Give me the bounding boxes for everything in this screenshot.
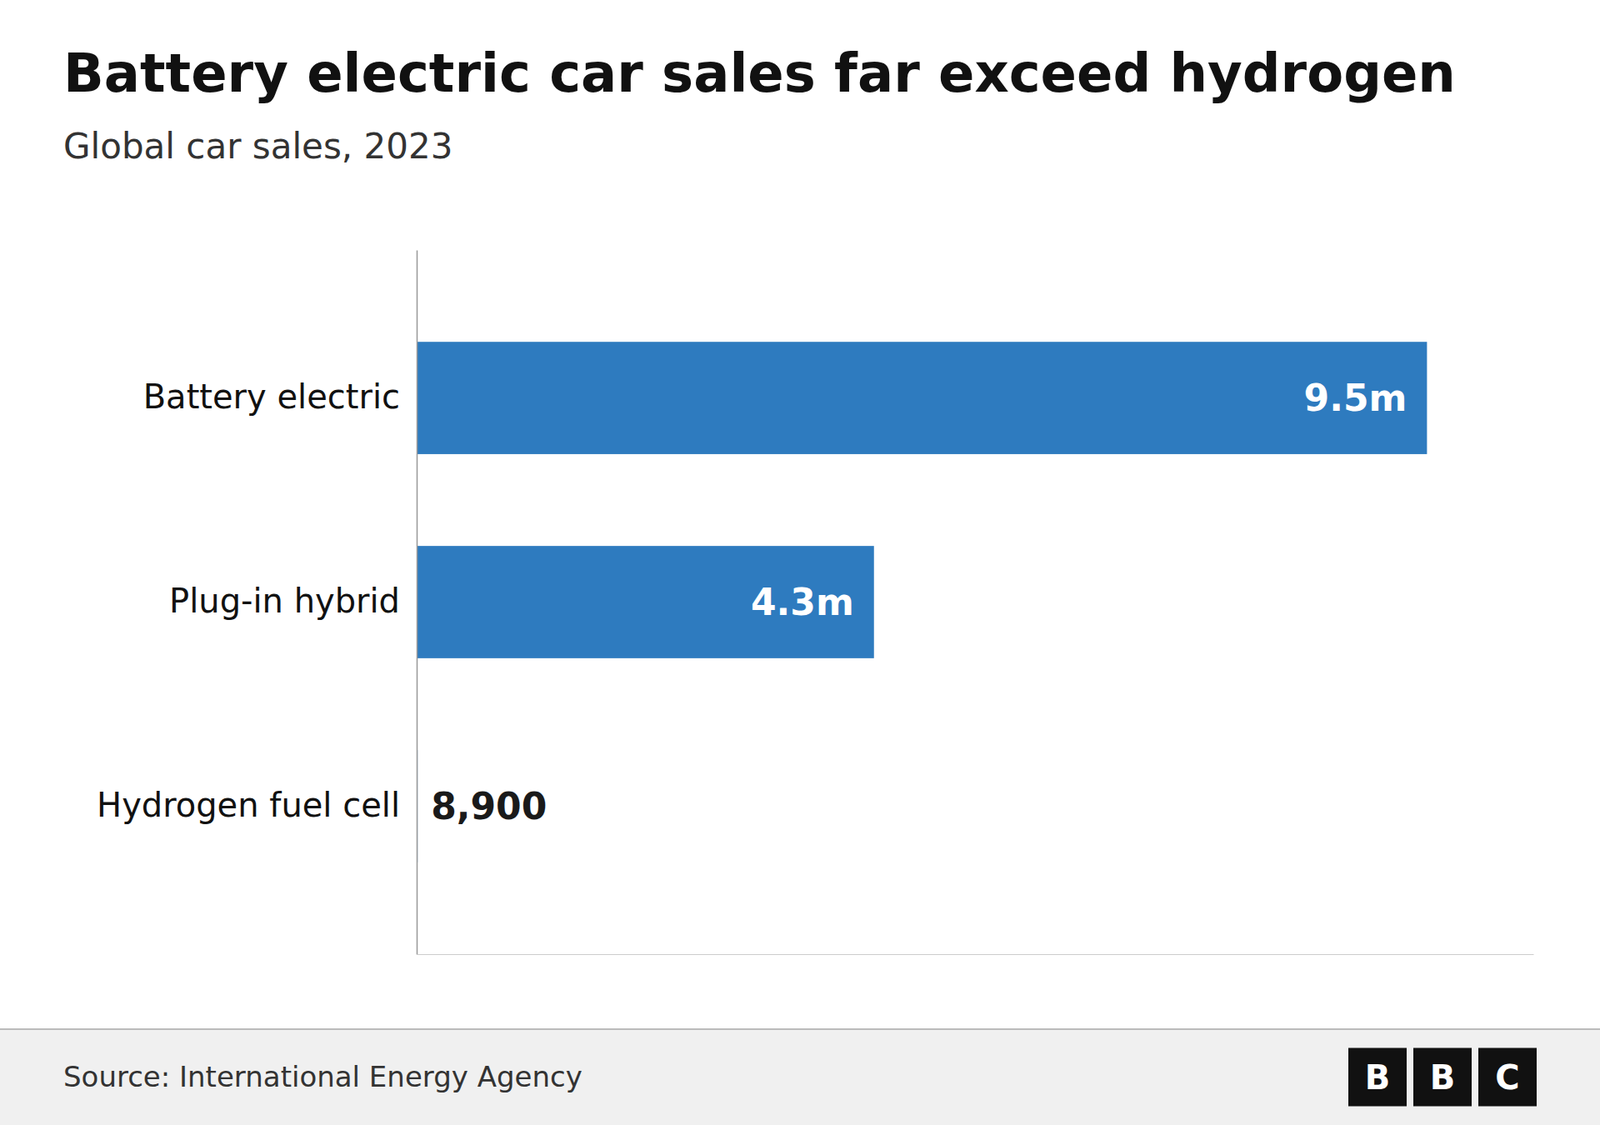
y-tick-label: Plug-in hybrid [169,581,400,620]
logo-box [1413,1048,1472,1107]
data-labels: 9.5m 4.3m 8,900 [430,376,1407,828]
logo-letter: B [1430,1058,1456,1097]
footer-line [0,1028,1600,1030]
x-axis [417,954,1535,955]
logo-box [1478,1048,1537,1107]
title: Battery electric car sales far exceed hy… [63,42,1456,105]
data-label: 4.3m [750,580,855,624]
y-tick: Hydrogen fuel cell [96,785,400,825]
logo-letter: B [1365,1058,1391,1097]
y-tick-label: Hydrogen fuel cell [96,785,400,825]
logo-box [1348,1048,1407,1107]
bars [416,341,1427,863]
data-label: 9.5m [1304,376,1408,420]
footer: Source: International Energy AgencyBBC [0,1029,1600,1125]
logo-letter: C [1495,1058,1520,1097]
y-tick: Plug-in hybrid [169,581,400,620]
plot: Battery electric Plug-in hybrid Hydrogen f… [96,250,1534,955]
logo: BBC [1348,1048,1537,1107]
chart: Battery electric car sales far exceed hy… [0,0,1600,1125]
source: Source: International Energy Agency [63,1060,583,1094]
footer-band [0,1029,1600,1125]
subtitle: Global car sales, 2023 [63,125,453,167]
y-tick-label: Battery electric [143,377,400,416]
x-axis-line [417,954,1535,955]
y-axis: Battery electric Plug-in hybrid Hydrogen f… [96,250,417,955]
data-label: 8,900 [430,785,547,828]
bar [416,341,1427,455]
y-tick: Battery electric [143,377,400,416]
y-axis-line [416,250,419,955]
bar [416,545,875,659]
